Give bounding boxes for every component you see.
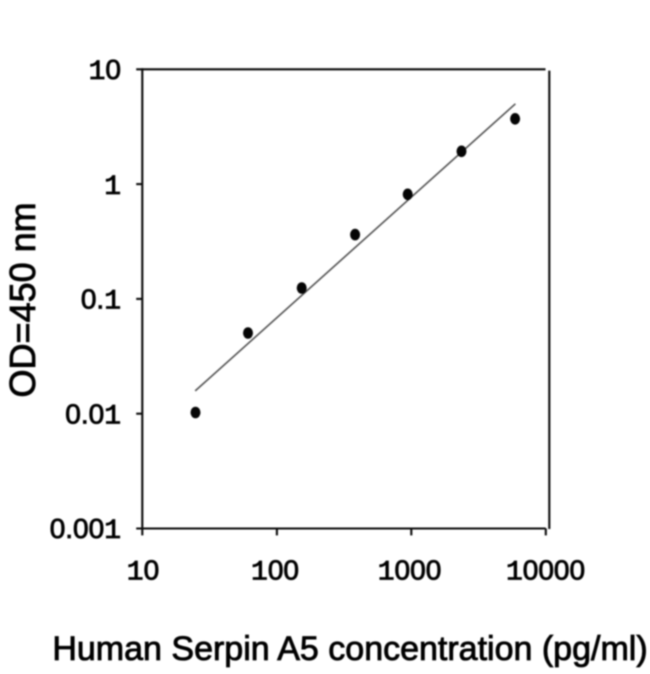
svg-text:0.01: 0.01 bbox=[65, 398, 121, 432]
svg-text:1: 1 bbox=[104, 172, 121, 203]
svg-text:0.1: 0.1 bbox=[81, 284, 121, 318]
svg-text:0.001: 0.001 bbox=[50, 513, 121, 547]
svg-text:Human Serpin A5 concentration: Human Serpin A5 concentration (pg/ml) bbox=[52, 630, 647, 668]
svg-text:10000: 10000 bbox=[506, 555, 585, 589]
svg-text:10: 10 bbox=[89, 54, 121, 88]
svg-text:100: 100 bbox=[251, 555, 299, 589]
svg-text:10: 10 bbox=[127, 555, 159, 589]
svg-text:1000: 1000 bbox=[378, 555, 442, 589]
svg-text:OD=450 nm: OD=450 nm bbox=[2, 202, 43, 397]
